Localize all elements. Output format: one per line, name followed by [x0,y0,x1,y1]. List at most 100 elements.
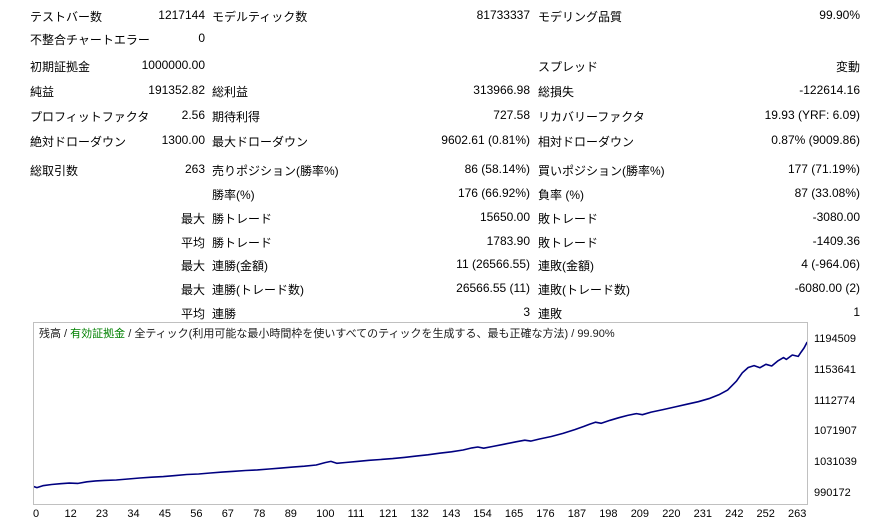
x-axis-label: 121 [379,508,398,520]
report-row: プロフィットファクタ 2.56 期待利得 727.58 リカバリーファクタ 19.93 (… [0,108,883,124]
report-value: 263 [184,162,205,176]
report-row: 最大 勝トレード 15650.00 敗トレード -3080.00 [0,210,883,226]
report-row: 初期証拠金 1000000.00 スプレッド 変動 [0,58,883,74]
report-value: 26566.55 (11) [456,281,530,295]
y-axis-label: 1071907 [814,425,857,438]
report-label: リカバリーファクタ [538,110,645,124]
report-label: 最大ドローダウン [212,135,309,149]
report-row: テストバー数 1217144 モデルティック数 81733337 モデリング品質 99.9… [0,8,883,24]
report-label: 敗トレード [538,236,599,250]
report-label: スプレッド [538,60,599,74]
report-label: 純益 [30,85,55,99]
report-label: モデリング品質 [538,10,623,24]
report-label: モデルティック数 [212,10,308,24]
report-value: 2.56 [181,108,205,122]
report-value: 15650.00 [479,210,530,224]
x-axis-label: 154 [473,508,492,520]
report-label: 連勝(トレード数) [212,283,304,297]
report-value: 1 [853,305,860,319]
x-axis-label: 132 [410,508,429,520]
report-value: 19.93 (YRF: 6.09) [764,108,860,122]
y-axis-label: 990172 [814,487,851,499]
y-axis-label: 1194509 [814,333,857,345]
report-label: テストバー数 [30,10,103,24]
report-value: 最大 [180,259,205,273]
report-label: 相対ドローダウン [538,135,635,149]
report-label: 勝トレード [212,212,273,226]
y-axis-label: 1112774 [814,394,856,407]
report-label: 連敗 [538,307,563,321]
report-label: 不整合チャートエラー [30,33,150,47]
balance-line [34,341,807,489]
report-value: 11 (26566.55) [456,257,530,271]
report-value: 191352.82 [148,83,205,97]
x-axis-label: 176 [536,508,555,520]
x-axis-label: 242 [725,508,744,520]
report-row: 最大 連勝(トレード数) 26566.55 (11) 連敗(トレード数) -6080.0… [0,281,883,297]
x-axis-label: 143 [442,508,461,520]
x-axis-label: 187 [567,508,587,520]
chart-title-quality: 99.90% [577,328,615,340]
chart-title-sep2: / [125,328,135,340]
report-label: 総利益 [212,85,249,99]
x-axis-label: 231 [693,508,712,520]
report-row: 純益 191352.82 総利益 313966.98 総損失 -122614.16 [0,83,883,99]
report-value: -3080.00 [812,210,860,224]
report-value: 平均 [180,307,205,321]
report-value: -6080.00 (2) [794,281,860,295]
x-axis-label: 34 [127,508,140,520]
report-label: 連勝 [212,307,237,321]
report-label: プロフィットファクタ [30,110,150,124]
report-value: 176 (66.92%) [457,186,530,200]
report-label: 負率 (%) [538,188,584,202]
report-row: 勝率(%) 176 (66.92%) 負率 (%) 87 (33.08%) [0,186,883,202]
x-axis-label: 45 [158,508,172,520]
x-axis-label: 252 [756,508,775,520]
x-axis-label: 100 [316,508,335,520]
x-axis-label: 89 [284,508,297,520]
report-label: 総損失 [538,85,575,99]
report-label: 絶対ドローダウン [30,135,127,149]
chart-title: 残高 / 有効証拠金 / 全ティック(利用可能な最小時間枠を使いすべてのティック… [39,325,615,341]
balance-chart: 残高 / 有効証拠金 / 全ティック(利用可能な最小時間枠を使いすべてのティック… [33,322,808,505]
report-value: 最大 [180,283,205,297]
x-axis-label: 0 [33,508,40,520]
report-label: 連敗(金額) [538,259,594,273]
report-value: 1783.90 [486,234,530,248]
chart-title-sep1: / [61,328,71,340]
x-axis-label: 198 [599,508,618,520]
balance-curve [34,341,807,489]
report-value: 727.58 [493,108,530,122]
report-value: 1300.00 [161,133,205,147]
report-value: 99.90% [819,8,860,22]
x-axis-label: 220 [662,508,681,520]
report-label: 買いポジション(勝率%) [538,164,665,178]
report-value: 4 (-964.06) [801,257,860,271]
x-axis-label: 263 [788,508,807,520]
x-axis-label: 23 [95,508,109,520]
report-value: 0 [198,31,205,45]
chart-title-balance: 残高 [39,328,61,340]
report-label: 敗トレード [538,212,599,226]
report-value: 87 (33.08%) [794,186,860,200]
report-label: 勝トレード [212,236,273,250]
report-row: 不整合チャートエラー 0 [0,31,883,47]
x-axis-label: 209 [630,508,650,520]
x-axis-label: 165 [504,508,524,520]
report-value: 3 [523,305,530,319]
report-value: 1000000.00 [141,58,205,72]
x-axis-label: 67 [221,508,234,520]
report-value: 変動 [835,60,860,74]
report-value: 177 (71.19%) [787,162,860,176]
y-axis-label: 1153641 [814,363,857,376]
report-value: 313966.98 [473,83,530,97]
report-row: 絶対ドローダウン 1300.00 最大ドローダウン 9602.61 (0.81%) 相対… [0,133,883,149]
report-value: 9602.61 (0.81%) [441,133,530,147]
report-row: 総取引数 263 売りポジション(勝率%) 86 (58.14%) 買いポジション(勝率… [0,162,883,178]
report-label: 連敗(トレード数) [538,283,630,297]
chart-title-equity: 有効証拠金 [70,328,126,340]
x-axis-label: 78 [253,508,266,520]
report-value: 81733337 [476,8,530,22]
report-value: -1409.36 [812,234,860,248]
report-row: 平均 連勝 3 連敗 1 [0,305,883,321]
